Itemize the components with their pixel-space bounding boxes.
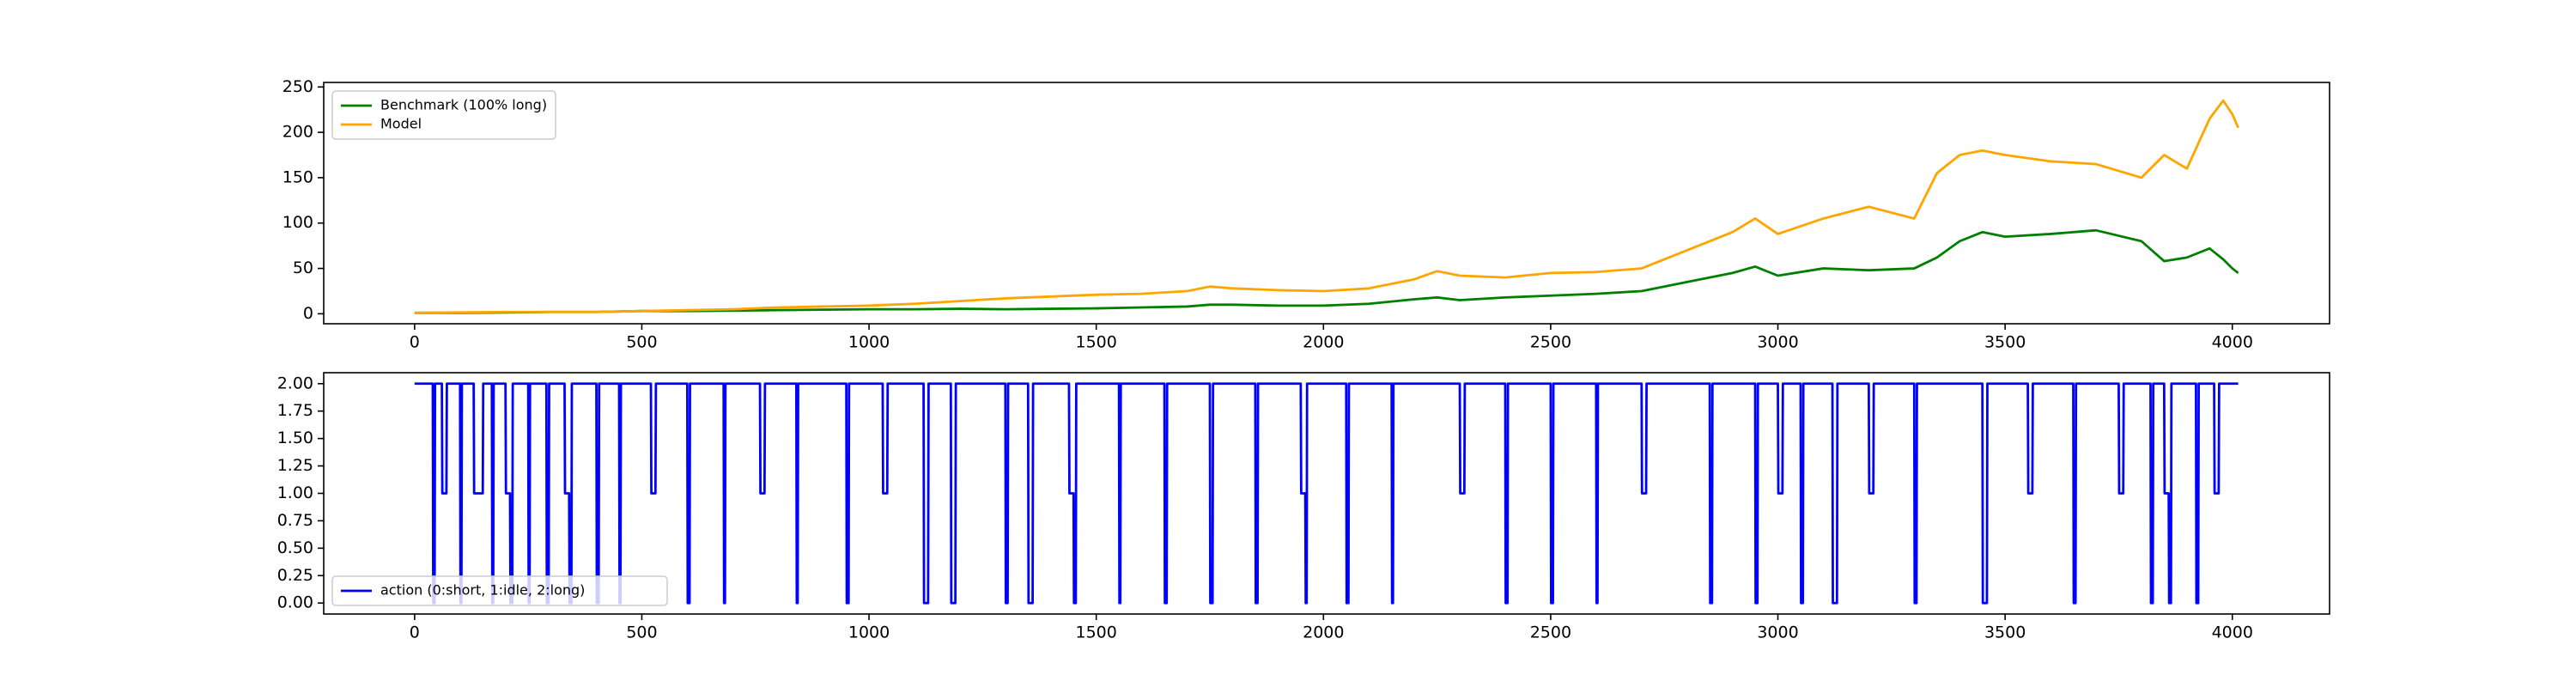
- x-tick-label: 4000: [2212, 333, 2253, 352]
- x-tick-label: 3500: [1984, 333, 2026, 352]
- x-tick-label: 2500: [1530, 333, 1571, 352]
- y-tick-label: 150: [283, 167, 313, 186]
- y-tick-label: 1.75: [277, 401, 313, 420]
- y-tick-label: 0.00: [277, 593, 313, 612]
- x-tick-label: 2500: [1530, 623, 1571, 642]
- legend-label: Model: [380, 116, 422, 132]
- y-tick-label: 1.50: [277, 429, 313, 447]
- axes-frame: [323, 82, 2330, 325]
- x-tick-label: 0: [410, 333, 420, 352]
- y-tick-label: 0.25: [277, 566, 313, 585]
- x-tick-label: 0: [410, 623, 420, 642]
- y-tick-label: 200: [283, 123, 313, 142]
- x-tick-label: 500: [626, 333, 657, 352]
- x-tick-label: 1500: [1076, 333, 1117, 352]
- y-tick-label: 250: [283, 77, 313, 96]
- x-tick-label: 3000: [1757, 333, 1798, 352]
- x-tick-label: 3000: [1757, 623, 1798, 642]
- legend-label: Benchmark (100% long): [380, 97, 547, 113]
- y-tick-label: 0.50: [277, 538, 313, 557]
- plot-area: [414, 99, 2239, 314]
- x-tick-label: 1500: [1076, 623, 1117, 642]
- x-tick-label: 3500: [1984, 623, 2026, 642]
- y-tick-label: 1.00: [277, 483, 313, 502]
- y-tick-label: 1.25: [277, 456, 313, 475]
- series-line: [414, 99, 2239, 314]
- legend-box: [331, 90, 556, 140]
- legend-label: action (0:short, 1:idle, 2:long): [380, 582, 585, 599]
- x-tick-label: 1000: [848, 623, 890, 642]
- axes-frame: [323, 372, 2330, 615]
- y-tick-label: 0: [303, 304, 313, 323]
- x-tick-label: 4000: [2212, 623, 2253, 642]
- x-tick-label: 2000: [1303, 333, 1344, 352]
- y-tick-label: 2.00: [277, 374, 313, 392]
- legend-box: [331, 575, 668, 606]
- series-line: [414, 228, 2239, 314]
- plot-area: [414, 382, 2239, 605]
- x-tick-label: 1000: [848, 333, 890, 352]
- x-tick-label: 500: [626, 623, 657, 642]
- y-tick-label: 100: [283, 213, 313, 232]
- y-tick-label: 50: [293, 258, 313, 277]
- x-tick-label: 2000: [1303, 623, 1344, 642]
- y-tick-label: 0.75: [277, 511, 313, 530]
- series-line: [414, 382, 2239, 605]
